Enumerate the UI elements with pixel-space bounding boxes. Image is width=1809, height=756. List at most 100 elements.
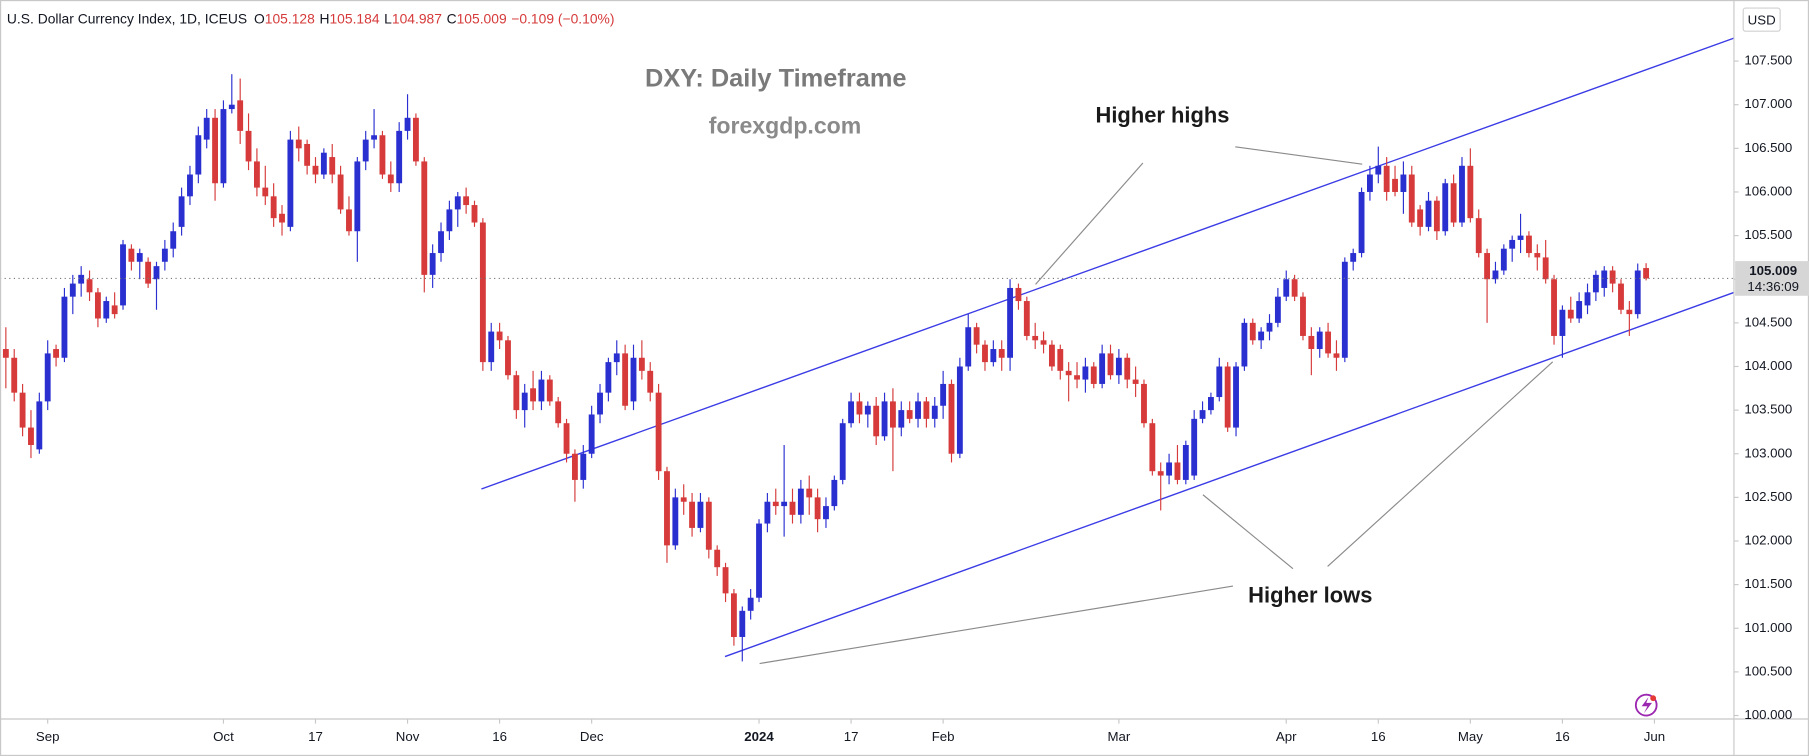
candle-body [940,383,947,406]
candle-body [1023,301,1030,336]
candle-body [563,423,570,454]
x-tick-label: Nov [396,729,420,744]
x-tick-label: Jun [1644,729,1665,744]
candle-body [396,130,403,184]
candle-body [1425,200,1432,227]
candle-body [1249,322,1256,341]
candle-body [1015,287,1022,302]
candle-body [772,501,779,507]
candle-body [1007,287,1014,358]
candle-body [889,401,896,428]
candle-body [605,362,612,393]
candle-body [764,501,771,524]
candle-body [1350,253,1357,262]
pointer-line [1035,162,1144,285]
header-label: L [384,10,392,26]
candle-body [28,427,34,446]
y-tick-label: 100.000 [1744,707,1792,722]
x-tick-label: May [1458,729,1483,744]
candle-body [1074,375,1080,380]
candle-body [1141,383,1147,424]
upper-trendline [481,37,1735,490]
candle-body [429,253,436,275]
header-change: −0.109 (−0.10%) [511,10,614,26]
candle-body [488,331,495,363]
candle-body [1040,340,1047,345]
candle-body [848,401,855,424]
candle-body [128,248,135,262]
candle-body [1408,174,1415,223]
candle-body [1609,270,1616,284]
candle-body [362,139,369,162]
candle-body [111,305,118,315]
candle-body [1057,349,1064,371]
candle-body [965,327,972,367]
price-tag [1735,261,1809,296]
price-tag-countdown: 14:36:09 [1747,279,1799,294]
candle-body [78,274,85,284]
candle-body [1392,178,1398,192]
x-tick-label: Dec [580,729,604,744]
candle-body [1475,218,1482,254]
candle-body [337,174,344,210]
chart-subtitle: forexgdp.com [709,112,862,138]
candle-body [1300,296,1306,336]
candle-body [739,610,746,637]
candle-body [178,196,185,227]
chart-title: DXY: Daily Timeframe [645,64,907,92]
candle-body [1526,235,1532,254]
y-tick-label: 104.500 [1744,314,1792,329]
candle-body [387,174,394,184]
candle-body [1258,331,1265,341]
annotation: Higher lows [1248,582,1372,607]
candle-body [906,410,913,419]
x-tick-label: Feb [932,729,955,744]
candle-body [982,344,988,363]
header-symbol: U.S. Dollar Currency Index, 1D, ICEUS [7,10,247,26]
candle-body [1383,165,1390,192]
header-value: 105.128 [265,10,315,26]
candle-body [1551,279,1557,336]
y-tick-label: 106.500 [1744,140,1792,155]
candle-body [295,139,302,149]
candle-body [479,222,486,363]
x-tick-label: 17 [308,729,323,744]
candle-body [990,349,997,363]
candle-body [1207,397,1214,411]
x-tick-label: 17 [844,729,859,744]
candle-body [1082,366,1089,380]
candle-body [1634,270,1641,315]
candle-body [1132,379,1139,384]
candle-body [1099,353,1106,384]
candle-body [1283,279,1290,297]
candle-body [320,152,327,175]
candle-body [103,301,110,319]
candle-body [1291,279,1298,297]
y-tick-label: 106.000 [1744,183,1792,198]
candle-body [1559,309,1566,336]
candle-body [714,549,721,568]
candle-body [187,174,193,197]
candle-body [998,349,1005,358]
annotation: Higher highs [1096,103,1230,128]
header-label: H [319,10,329,26]
candle-body [203,117,210,140]
candle-body [1241,322,1248,367]
candle-body [161,248,168,262]
candle-body [630,357,637,402]
x-tick-label: 16 [1555,729,1570,744]
candle-body [948,383,955,454]
candle-body [1442,183,1449,232]
candle-body [1157,471,1164,476]
candle-body [53,349,59,358]
candle-body [354,161,361,232]
candle-body [1199,410,1206,419]
x-tick-label: Mar [1107,729,1130,744]
candle-body [705,501,712,550]
candle-body [379,135,386,175]
candle-body [346,209,352,232]
candle-body [1333,353,1340,358]
candle-body [245,130,252,162]
candle-body [689,501,696,528]
